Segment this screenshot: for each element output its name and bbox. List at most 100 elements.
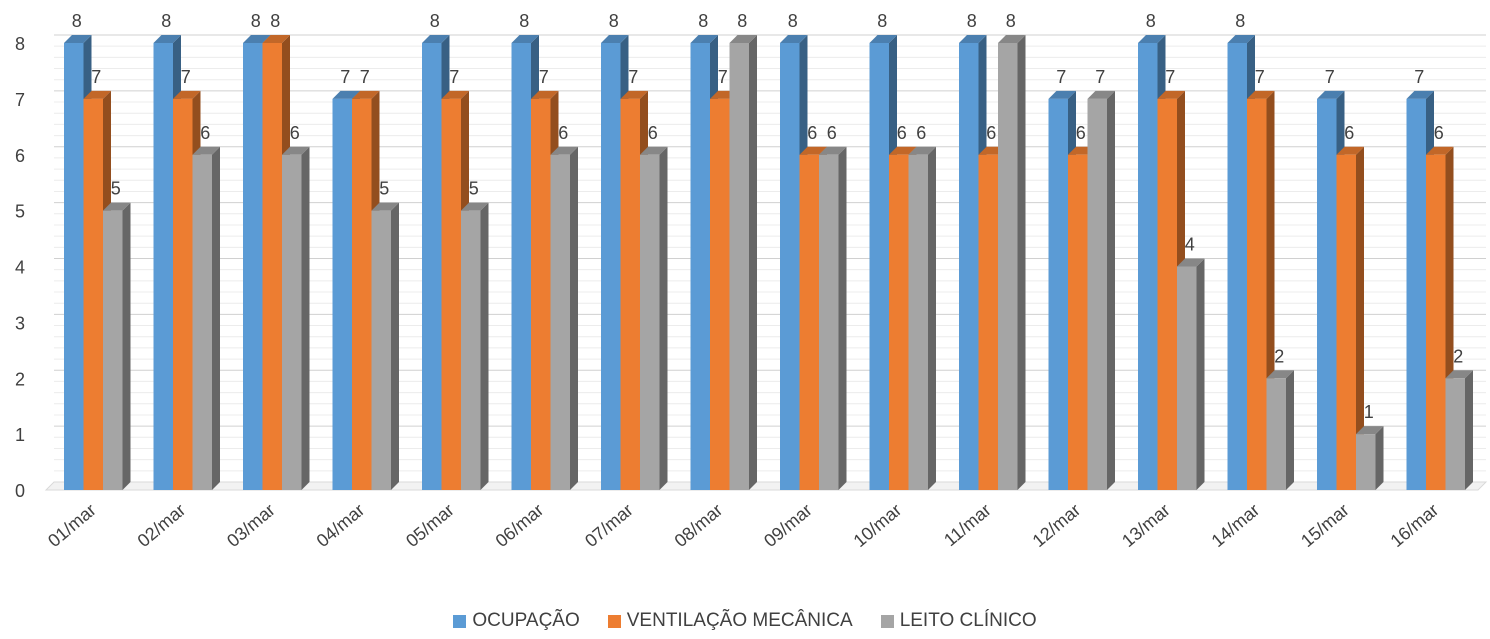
data-label: 5 — [111, 179, 121, 199]
bar-front — [1138, 43, 1158, 490]
bar-top — [1266, 370, 1294, 379]
bar-top — [262, 35, 290, 43]
bar — [1445, 370, 1473, 490]
data-label: 7 — [539, 67, 549, 87]
bar-front — [998, 43, 1018, 490]
legend-swatch-ventilacao — [607, 614, 621, 628]
bar-top — [1317, 90, 1345, 99]
data-label: 8 — [251, 11, 261, 31]
bar-top — [1356, 426, 1384, 435]
data-label: 8 — [698, 11, 708, 31]
data-label: 8 — [788, 11, 798, 31]
legend-label-ventilacao: VENTILAÇÃO MECÂNICA — [626, 610, 853, 631]
data-label: 6 — [1434, 123, 1444, 143]
bar-front — [1266, 378, 1286, 490]
bar-side — [480, 202, 489, 490]
x-tick-label: 13/mar — [1118, 500, 1174, 551]
data-label: 8 — [519, 11, 529, 31]
bar-front — [262, 43, 282, 490]
data-label: 8 — [877, 11, 887, 31]
bar-side — [122, 202, 131, 490]
data-label: 5 — [469, 179, 479, 199]
bar-top — [103, 202, 131, 211]
bar — [998, 35, 1026, 490]
data-label: 7 — [1325, 67, 1335, 87]
bar-front — [332, 98, 352, 490]
bar-side — [749, 35, 757, 490]
bar-top — [352, 90, 380, 99]
x-tick-label: 05/mar — [402, 500, 458, 551]
x-tick-label: 02/mar — [134, 500, 190, 551]
bar-top — [908, 146, 936, 155]
bar — [1177, 258, 1205, 490]
legend-swatch-ocupacao — [453, 614, 467, 628]
x-tick-label: 11/mar — [940, 500, 995, 550]
bar-front — [173, 98, 193, 490]
data-label: 8 — [161, 11, 171, 31]
data-label: 7 — [91, 67, 101, 87]
x-tick-label: 07/mar — [581, 500, 637, 551]
data-label: 6 — [290, 123, 300, 143]
x-tick-label: 16/mar — [1387, 500, 1443, 551]
bar-front — [422, 43, 442, 490]
bar-front — [1445, 378, 1465, 490]
data-label: 8 — [737, 11, 747, 31]
y-tick-label: 0 — [15, 481, 25, 501]
data-label: 6 — [200, 123, 210, 143]
data-label: 7 — [1095, 67, 1105, 87]
bar-front — [1247, 98, 1267, 490]
data-label: 8 — [1006, 11, 1016, 31]
legend-item-leito: LEITO CLÍNICO — [880, 610, 1037, 632]
bar-front — [1157, 98, 1177, 490]
bar-front — [1068, 154, 1088, 490]
data-label: 6 — [807, 123, 817, 143]
bar-top — [780, 35, 808, 43]
bar — [819, 146, 847, 490]
bar-side — [570, 146, 578, 490]
data-label: 2 — [1453, 346, 1463, 366]
legend-label-ocupacao: OCUPAÇÃO — [472, 610, 580, 631]
bar-top — [799, 146, 827, 155]
bar — [1356, 426, 1384, 490]
bar — [1336, 146, 1364, 490]
bar-top — [601, 35, 629, 43]
bar-side — [928, 146, 936, 490]
bar-top — [192, 146, 220, 155]
data-label: 8 — [967, 11, 977, 31]
bar — [550, 146, 578, 490]
bar-front — [282, 154, 302, 490]
bar-top — [1177, 258, 1205, 267]
bar-side — [301, 146, 310, 490]
bar-front — [1048, 98, 1068, 490]
bar-front — [441, 98, 461, 490]
bar-front — [780, 43, 800, 490]
bar-front — [1336, 154, 1356, 490]
y-tick-label: 6 — [15, 146, 25, 166]
x-tick-label: 12/mar — [1029, 500, 1085, 551]
bar-top — [620, 90, 648, 99]
bar-front — [1177, 266, 1197, 490]
bar-side — [838, 146, 847, 490]
data-label: 8 — [270, 11, 280, 31]
bar-front — [1087, 98, 1107, 490]
bar-top — [1336, 146, 1364, 155]
bar-front — [908, 154, 928, 490]
bar-front — [819, 154, 839, 490]
legend-item-ocupacao: OCUPAÇÃO — [453, 610, 580, 632]
data-label: 7 — [1414, 67, 1424, 87]
data-label: 6 — [648, 123, 658, 143]
x-tick-label: 09/mar — [760, 500, 816, 551]
data-label: 7 — [1255, 67, 1265, 87]
bar — [461, 202, 489, 490]
data-label: 6 — [1344, 123, 1354, 143]
bar-front — [620, 98, 640, 490]
y-tick-label: 4 — [15, 258, 25, 278]
data-label: 8 — [1146, 11, 1156, 31]
bar-front — [511, 43, 531, 490]
x-tick-label: 14/mar — [1208, 500, 1264, 551]
y-tick-label: 1 — [15, 425, 25, 445]
bar-side — [391, 202, 399, 490]
x-tick-label: 04/mar — [313, 500, 369, 551]
data-label: 6 — [1076, 123, 1086, 143]
data-label: 6 — [897, 123, 907, 143]
